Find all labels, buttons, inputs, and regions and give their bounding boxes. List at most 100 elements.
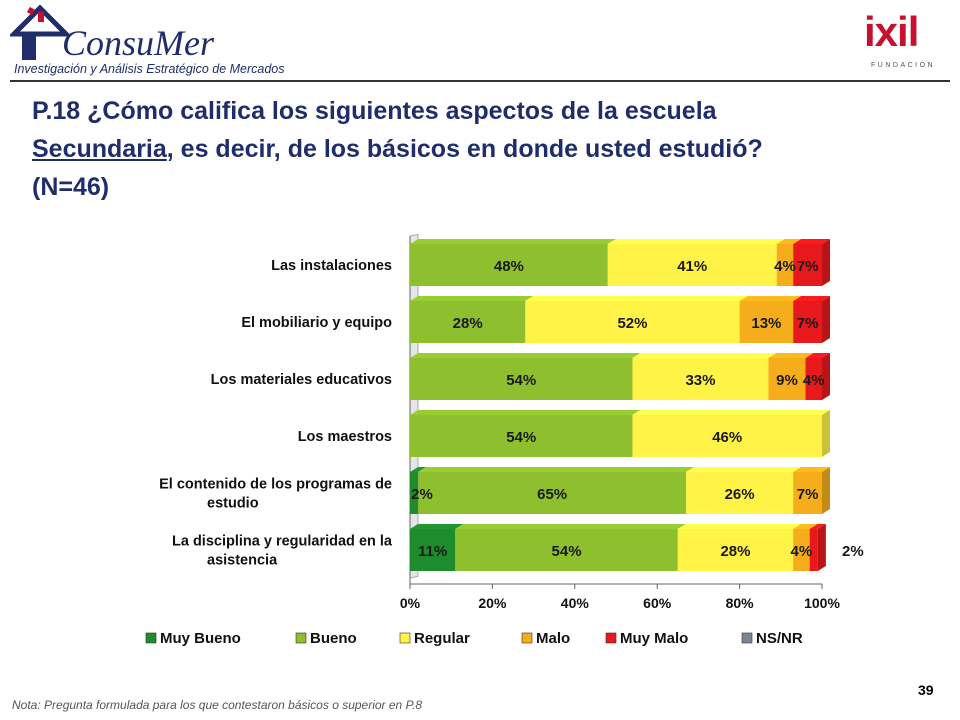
bar-segment (410, 358, 633, 400)
data-label: 48% (494, 258, 524, 275)
legend-swatch (741, 632, 753, 644)
bar-top-face (793, 239, 830, 244)
legend-label: Muy Bueno (160, 630, 241, 647)
bar-top-face (793, 524, 818, 529)
data-label: 65% (537, 486, 567, 503)
data-label: 28% (720, 543, 750, 560)
category-label: El contenido de los programas de (159, 477, 392, 493)
title-line-1: P.18 ¿Cómo califica los siguientes aspec… (32, 97, 717, 125)
data-label: 9% (776, 372, 798, 389)
bar-segment (410, 301, 526, 343)
category-label: estudio (207, 496, 259, 512)
category-label: asistencia (207, 553, 278, 569)
data-label: 33% (685, 372, 715, 389)
bar-top-face (410, 239, 616, 244)
bar-segment (776, 244, 794, 286)
bar-top-face (809, 524, 826, 529)
bar-segment (632, 358, 769, 400)
bar-segment (410, 472, 419, 514)
data-label: 2% (842, 543, 864, 560)
x-tick-label: 80% (726, 595, 755, 611)
bar-top-face (607, 239, 785, 244)
bar-top-face (686, 467, 802, 472)
data-label: 52% (617, 315, 647, 332)
bar-top-face (793, 467, 830, 472)
legend-label: Regular (414, 630, 470, 647)
title-line-3: (N=46) (32, 173, 110, 201)
bar-segment (418, 472, 687, 514)
bar-segment (793, 301, 822, 343)
bar-top-face (632, 353, 777, 358)
bar-top-face (793, 296, 830, 301)
bar-segment (739, 301, 794, 343)
header-divider (10, 80, 950, 82)
legend-swatch (521, 632, 533, 644)
x-tick-label: 100% (804, 595, 840, 611)
bar-top-face (410, 410, 641, 415)
legend-swatch (605, 632, 617, 644)
legend-label: Bueno (310, 630, 357, 647)
title-line-2-rest: , es decir, de los básicos en donde uste… (166, 135, 763, 163)
legend-swatch (295, 632, 307, 644)
consumer-logo: ConsuMer Investigación y Análisis Estrat… (8, 4, 298, 80)
category-label: El mobiliario y equipo (241, 315, 392, 331)
ixil-logo: ixil FUNDACIÓN (864, 8, 936, 78)
data-label: 4% (791, 543, 813, 560)
data-label: 13% (751, 315, 781, 332)
bar-segment (809, 529, 818, 571)
legend-label: Muy Malo (620, 630, 688, 647)
title-underlined-word: Secundaria (32, 135, 167, 163)
bar-end-face (822, 467, 830, 514)
bar-segment (677, 529, 794, 571)
bar-end-face (817, 524, 826, 571)
category-label: Los maestros (298, 429, 392, 445)
partner-sub: FUNDACIÓN (871, 62, 936, 69)
bar-segment (632, 415, 822, 457)
bar-segment (455, 529, 678, 571)
category-label: Los materiales educativos (211, 372, 392, 388)
x-tick-label: 0% (400, 595, 421, 611)
data-label: 54% (506, 429, 536, 446)
bar-top-face (455, 524, 686, 529)
legend-swatch (145, 632, 157, 644)
page-number: 39 (918, 682, 934, 698)
x-tick-label: 60% (643, 595, 672, 611)
legend-label: Malo (536, 630, 570, 647)
data-label: 54% (552, 543, 582, 560)
bar-segment (686, 472, 794, 514)
legend-swatch (399, 632, 411, 644)
bar-top-face (739, 296, 802, 301)
data-label: 28% (453, 315, 483, 332)
data-label: 7% (797, 258, 819, 275)
bar-end-face (822, 353, 830, 400)
bar-segment (793, 472, 822, 514)
bar-segment (410, 415, 633, 457)
bar-segment (410, 244, 608, 286)
bar-top-face (418, 467, 695, 472)
bar-segment (793, 529, 810, 571)
bar-segment (410, 529, 456, 571)
data-label: 4% (774, 258, 796, 275)
data-label: 11% (418, 543, 447, 560)
data-label: 41% (677, 258, 707, 275)
bar-end-face (822, 239, 830, 286)
legend-label: NS/NR (756, 630, 803, 647)
bar-top-face (677, 524, 802, 529)
data-label: 4% (803, 372, 825, 389)
x-tick-label: 20% (478, 595, 507, 611)
bar-segment (607, 244, 777, 286)
house-logo-icon (10, 4, 70, 60)
bar-top-face (410, 467, 427, 472)
bar-top-face (768, 353, 814, 358)
bar-segment (525, 301, 740, 343)
data-label: 7% (797, 486, 819, 503)
title-line-2: Secundaria, es decir, de los básicos en … (32, 130, 932, 168)
page-title: P.18 ¿Cómo califica los siguientes aspec… (32, 92, 932, 206)
data-label: 26% (725, 486, 755, 503)
bar-top-face (410, 296, 534, 301)
bar-top-face (410, 353, 641, 358)
data-label: 7% (797, 315, 819, 332)
data-label: 46% (712, 429, 742, 446)
category-label: La disciplina y regularidad en la (172, 534, 393, 550)
